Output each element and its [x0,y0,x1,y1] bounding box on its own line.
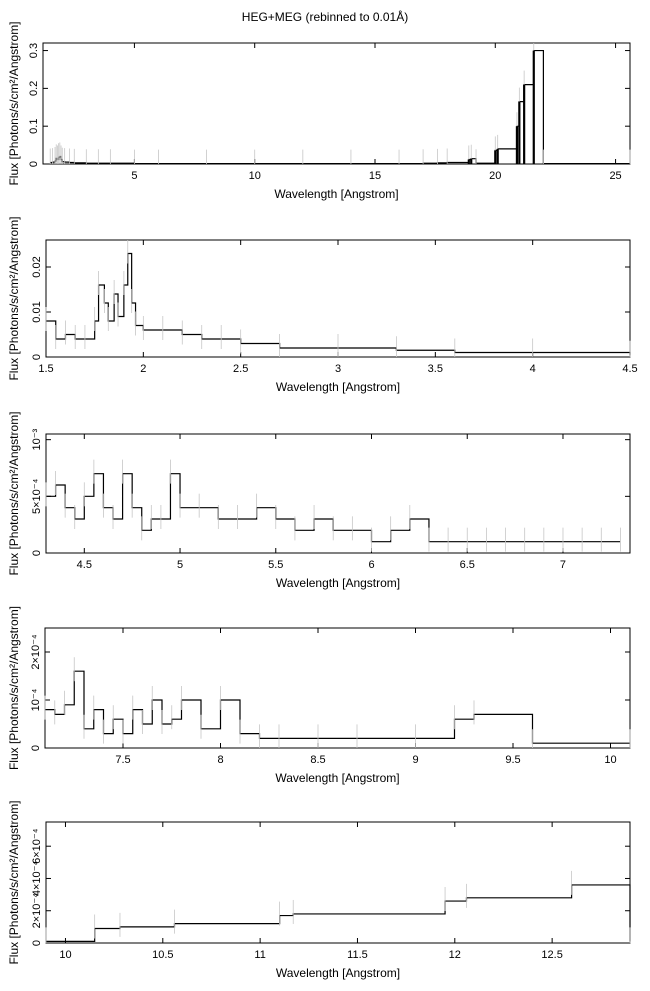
plot-frame [45,433,631,554]
x-tick-label: 7.5 [115,754,130,766]
y-tick-label: 6×10⁻⁴ [31,828,43,864]
x-tick-label: 4.5 [622,363,637,375]
plot-frame [42,42,631,165]
y-axis-label: Flux [Photons/s/cm²/Angstrom] [7,606,21,770]
y-tick-label: 10⁻⁴ [30,688,42,711]
y-tick-label: 2×10⁻⁴ [31,893,43,929]
y-tick-label: 0.01 [31,301,43,322]
x-tick-label: 6.5 [460,559,475,571]
x-tick-label: 5.5 [268,559,283,571]
y-axis-label: Flux [Photons/s/cm²/Angstrom] [7,21,21,185]
y-tick-label: 0 [30,745,42,751]
y-axis-label: Flux [Photons/s/cm²/Angstrom] [7,411,21,575]
y-tick-label: 4×10⁻⁴ [31,861,43,897]
x-tick-label: 10 [604,754,616,766]
y-tick-label: 0 [28,161,40,167]
chart-panel-5: 10 10.5 11 11.5 12 12.5 0 2×10⁻⁴4×10⁻⁴6×10⁻⁴ Wav… [7,800,631,980]
x-tick-label: 2 [140,363,146,375]
flux-step-series [50,49,630,165]
x-axis-label: Wavelength [Angstrom] [276,380,400,394]
flux-step-series [46,884,631,942]
x-tick-label: 1.5 [38,363,53,375]
x-axis-label: Wavelength [Angstrom] [274,187,398,201]
y-axis-label: Flux [Photons/s/cm²/Angstrom] [7,800,21,964]
x-axis-label: Wavelength [Angstrom] [276,576,400,590]
y-tick-label: 2×10⁻⁴ [30,634,42,670]
x-axis-label: Wavelength [Angstrom] [275,771,399,785]
y-tick-label: 10⁻³ [31,428,43,450]
x-tick-label: 5 [177,559,183,571]
chart-panel-2: 1.5 2 2.5 3 3.5 4 4.5 0 0.01 0.02 Wavelength [Angs… [7,216,638,394]
y-tick-label: 0 [31,354,43,360]
x-axis-label: Wavelength [Angstrom] [276,966,400,980]
y-tick-label: 0 [31,940,43,946]
flux-step-series [46,252,631,355]
chart-title: HEG+MEG (rebinned to 0.01Å) [242,9,408,24]
x-tick-label: 4 [530,363,536,375]
x-tick-label: 11.5 [347,949,368,961]
x-tick-label: 5 [131,170,137,182]
x-tick-label: 8 [217,754,223,766]
x-tick-label: 12 [449,949,461,961]
x-tick-label: 10 [249,170,261,182]
x-tick-label: 6 [368,559,374,571]
chart-panel-3: 4.5 5 5.5 6 6.5 7 0 5×10⁻⁴ 10⁻³ Wavelength [Angst… [7,411,631,590]
x-tick-label: 4.5 [77,559,92,571]
x-tick-label: 20 [489,170,501,182]
x-tick-label: 7 [560,559,566,571]
x-tick-label: 10 [59,949,71,961]
x-tick-label: 3.5 [428,363,443,375]
x-tick-label: 3 [335,363,341,375]
x-tick-label: 8.5 [310,754,325,766]
y-axis-label: Flux [Photons/s/cm²/Angstrom] [7,216,21,380]
y-tick-label: 0.02 [31,256,43,277]
y-tick-label: 0.1 [28,119,40,134]
plot-frame [44,627,631,749]
x-tick-label: 2.5 [233,363,248,375]
x-tick-label: 12.5 [541,949,562,961]
chart-panel-1: 5 10 15 20 25 0 0.1 0.2 0.3 Wavelength [Angstrom]… [7,21,631,201]
x-tick-label: 9.5 [505,754,520,766]
x-tick-label: 15 [369,170,381,182]
plot-frame [45,821,631,944]
chart-panel-4: 7.5 8 8.5 9 9.5 10 0 10⁻⁴ 2×10⁻⁴ Wavelength [Angs… [7,606,631,785]
x-tick-label: 9 [412,754,418,766]
y-tick-label: 0.2 [28,81,40,96]
x-tick-label: 25 [609,170,621,182]
x-tick-label: 11 [254,949,265,961]
x-tick-label: 10.5 [152,949,173,961]
y-tick-label: 5×10⁻⁴ [31,478,43,514]
y-tick-label: 0.3 [28,43,40,58]
y-tick-label: 0 [31,550,43,556]
